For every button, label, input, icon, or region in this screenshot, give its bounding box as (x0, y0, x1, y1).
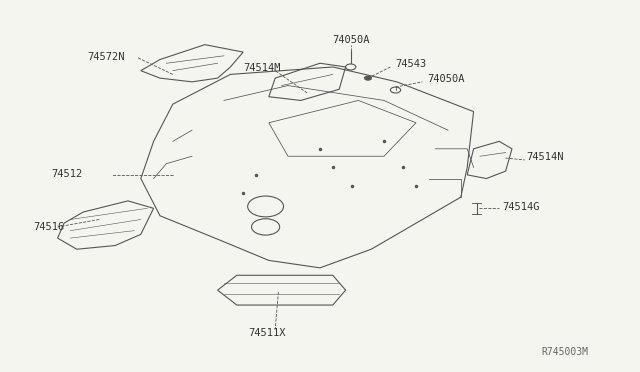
Text: 74050A: 74050A (332, 35, 369, 45)
Text: R745003M: R745003M (542, 347, 589, 357)
Circle shape (364, 76, 372, 80)
Text: 74572N: 74572N (87, 52, 125, 61)
Text: 74514G: 74514G (502, 202, 540, 212)
Text: 74543: 74543 (396, 59, 427, 69)
Text: 74512: 74512 (51, 169, 83, 179)
Text: 74516: 74516 (33, 222, 65, 232)
Text: 74050A: 74050A (428, 74, 465, 84)
Text: 74511X: 74511X (248, 328, 286, 338)
Text: 74514M: 74514M (244, 63, 281, 73)
Text: 74514N: 74514N (526, 152, 564, 162)
